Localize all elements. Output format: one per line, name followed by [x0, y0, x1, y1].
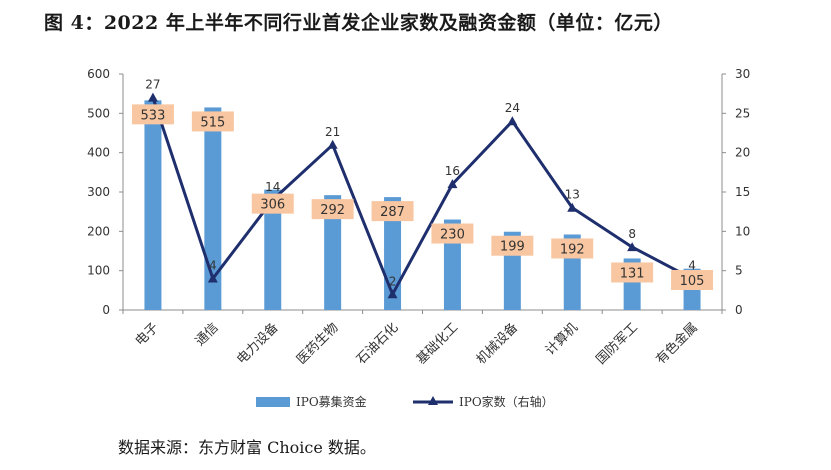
bar-value-label: 131 — [620, 266, 645, 281]
legend-bar-swatch — [256, 397, 290, 407]
bar-label-box — [251, 193, 294, 214]
left-tick-label: 500 — [87, 106, 110, 120]
right-tick-label: 5 — [735, 264, 743, 278]
left-tick-label: 100 — [87, 264, 110, 278]
line-marker — [327, 139, 338, 149]
category-label: 医药生物 — [294, 320, 341, 367]
bar-label-box — [491, 235, 534, 256]
line-value-label: 14 — [265, 180, 280, 194]
category-label: 机械设备 — [473, 320, 521, 368]
bar-value-label: 287 — [380, 205, 405, 220]
line-marker — [567, 202, 578, 212]
bar-value-label: 515 — [200, 115, 225, 130]
line-marker — [507, 116, 518, 126]
line-value-label: 24 — [505, 101, 520, 115]
category-label: 通信 — [193, 320, 222, 349]
bar — [144, 100, 162, 310]
bar-label-box — [551, 238, 594, 259]
legend-line-marker — [428, 396, 438, 405]
bar-value-label: 230 — [440, 228, 465, 243]
line-value-label: 8 — [628, 227, 636, 241]
line-marker — [387, 289, 398, 299]
bar-value-label: 533 — [141, 108, 166, 123]
bar — [324, 195, 342, 310]
left-tick-label: 400 — [87, 146, 110, 160]
axes: 0 100 200 300 400 500 600 0 5 10 15 20 25 30 电子 通信 电力设备医… — [87, 67, 750, 368]
category-label: 基础化工 — [414, 320, 461, 367]
line-value-label: 16 — [445, 164, 460, 178]
source-note: 数据来源：东方财富 Choice 数据。 — [118, 438, 376, 457]
line-marker — [207, 273, 218, 283]
right-tick-label: 10 — [735, 224, 750, 238]
bar-label-box — [611, 262, 654, 283]
left-tick-label: 0 — [102, 303, 110, 317]
line-value-label: 2 — [389, 274, 397, 288]
category-label: 有色金属 — [653, 320, 701, 368]
right-tick-label: 15 — [735, 185, 750, 199]
bar-label-box — [311, 199, 354, 220]
line-marker — [627, 242, 638, 252]
line-path — [151, 97, 693, 296]
right-tick-label: 25 — [735, 106, 750, 120]
category-label: 计算机 — [543, 320, 581, 358]
bar-label-box — [671, 270, 714, 290]
left-tick-label: 200 — [87, 224, 110, 238]
category-label: 电力设备 — [233, 320, 281, 368]
left-tick-label: 300 — [87, 185, 110, 199]
bar-label-box — [131, 104, 174, 125]
bar — [264, 189, 282, 310]
right-tick-label: 0 — [735, 303, 743, 317]
category-label: 电子 — [133, 320, 162, 349]
bar-value-label: 192 — [560, 242, 585, 257]
bar-value-label: 306 — [260, 198, 285, 213]
right-tick-label: 20 — [735, 146, 750, 160]
line-value-label: 21 — [325, 125, 340, 139]
data-labels: 533 515 306 292 287 230 199 192 131 105 27 4 14 21 2 16… — [131, 78, 714, 290]
line-value-label: 13 — [565, 188, 580, 202]
bar — [204, 107, 222, 310]
legend-bar-label: IPO募集资金 — [296, 394, 367, 409]
line-value-label: 4 — [209, 259, 217, 273]
line-marker — [447, 179, 458, 189]
category-label: 石油石化 — [354, 320, 401, 367]
category-label: 国防军工 — [593, 320, 641, 368]
bar-value-label: 199 — [500, 240, 525, 255]
right-tick-label: 30 — [735, 67, 750, 81]
chart-title: 图 4：2022 年上半年不同行业首发企业家数及融资金额（单位：亿元） — [44, 12, 673, 34]
line-marker — [147, 92, 158, 102]
bar-label-box — [431, 223, 474, 244]
bar-value-label: 292 — [320, 203, 345, 218]
bar-label-box — [371, 201, 414, 222]
legend: IPO募集资金 IPO家数（右轴） — [256, 394, 554, 409]
legend-line-label: IPO家数（右轴） — [459, 394, 554, 409]
line-value-label: 4 — [688, 259, 696, 273]
bar-label-box — [191, 111, 234, 132]
bar-value-label: 105 — [680, 274, 705, 289]
left-tick-label: 600 — [87, 67, 110, 81]
line-value-label: 27 — [145, 78, 160, 92]
combo-chart: 0 100 200 300 400 500 600 0 5 10 15 20 25 30 电子 通信 电力设备医… — [87, 67, 750, 409]
